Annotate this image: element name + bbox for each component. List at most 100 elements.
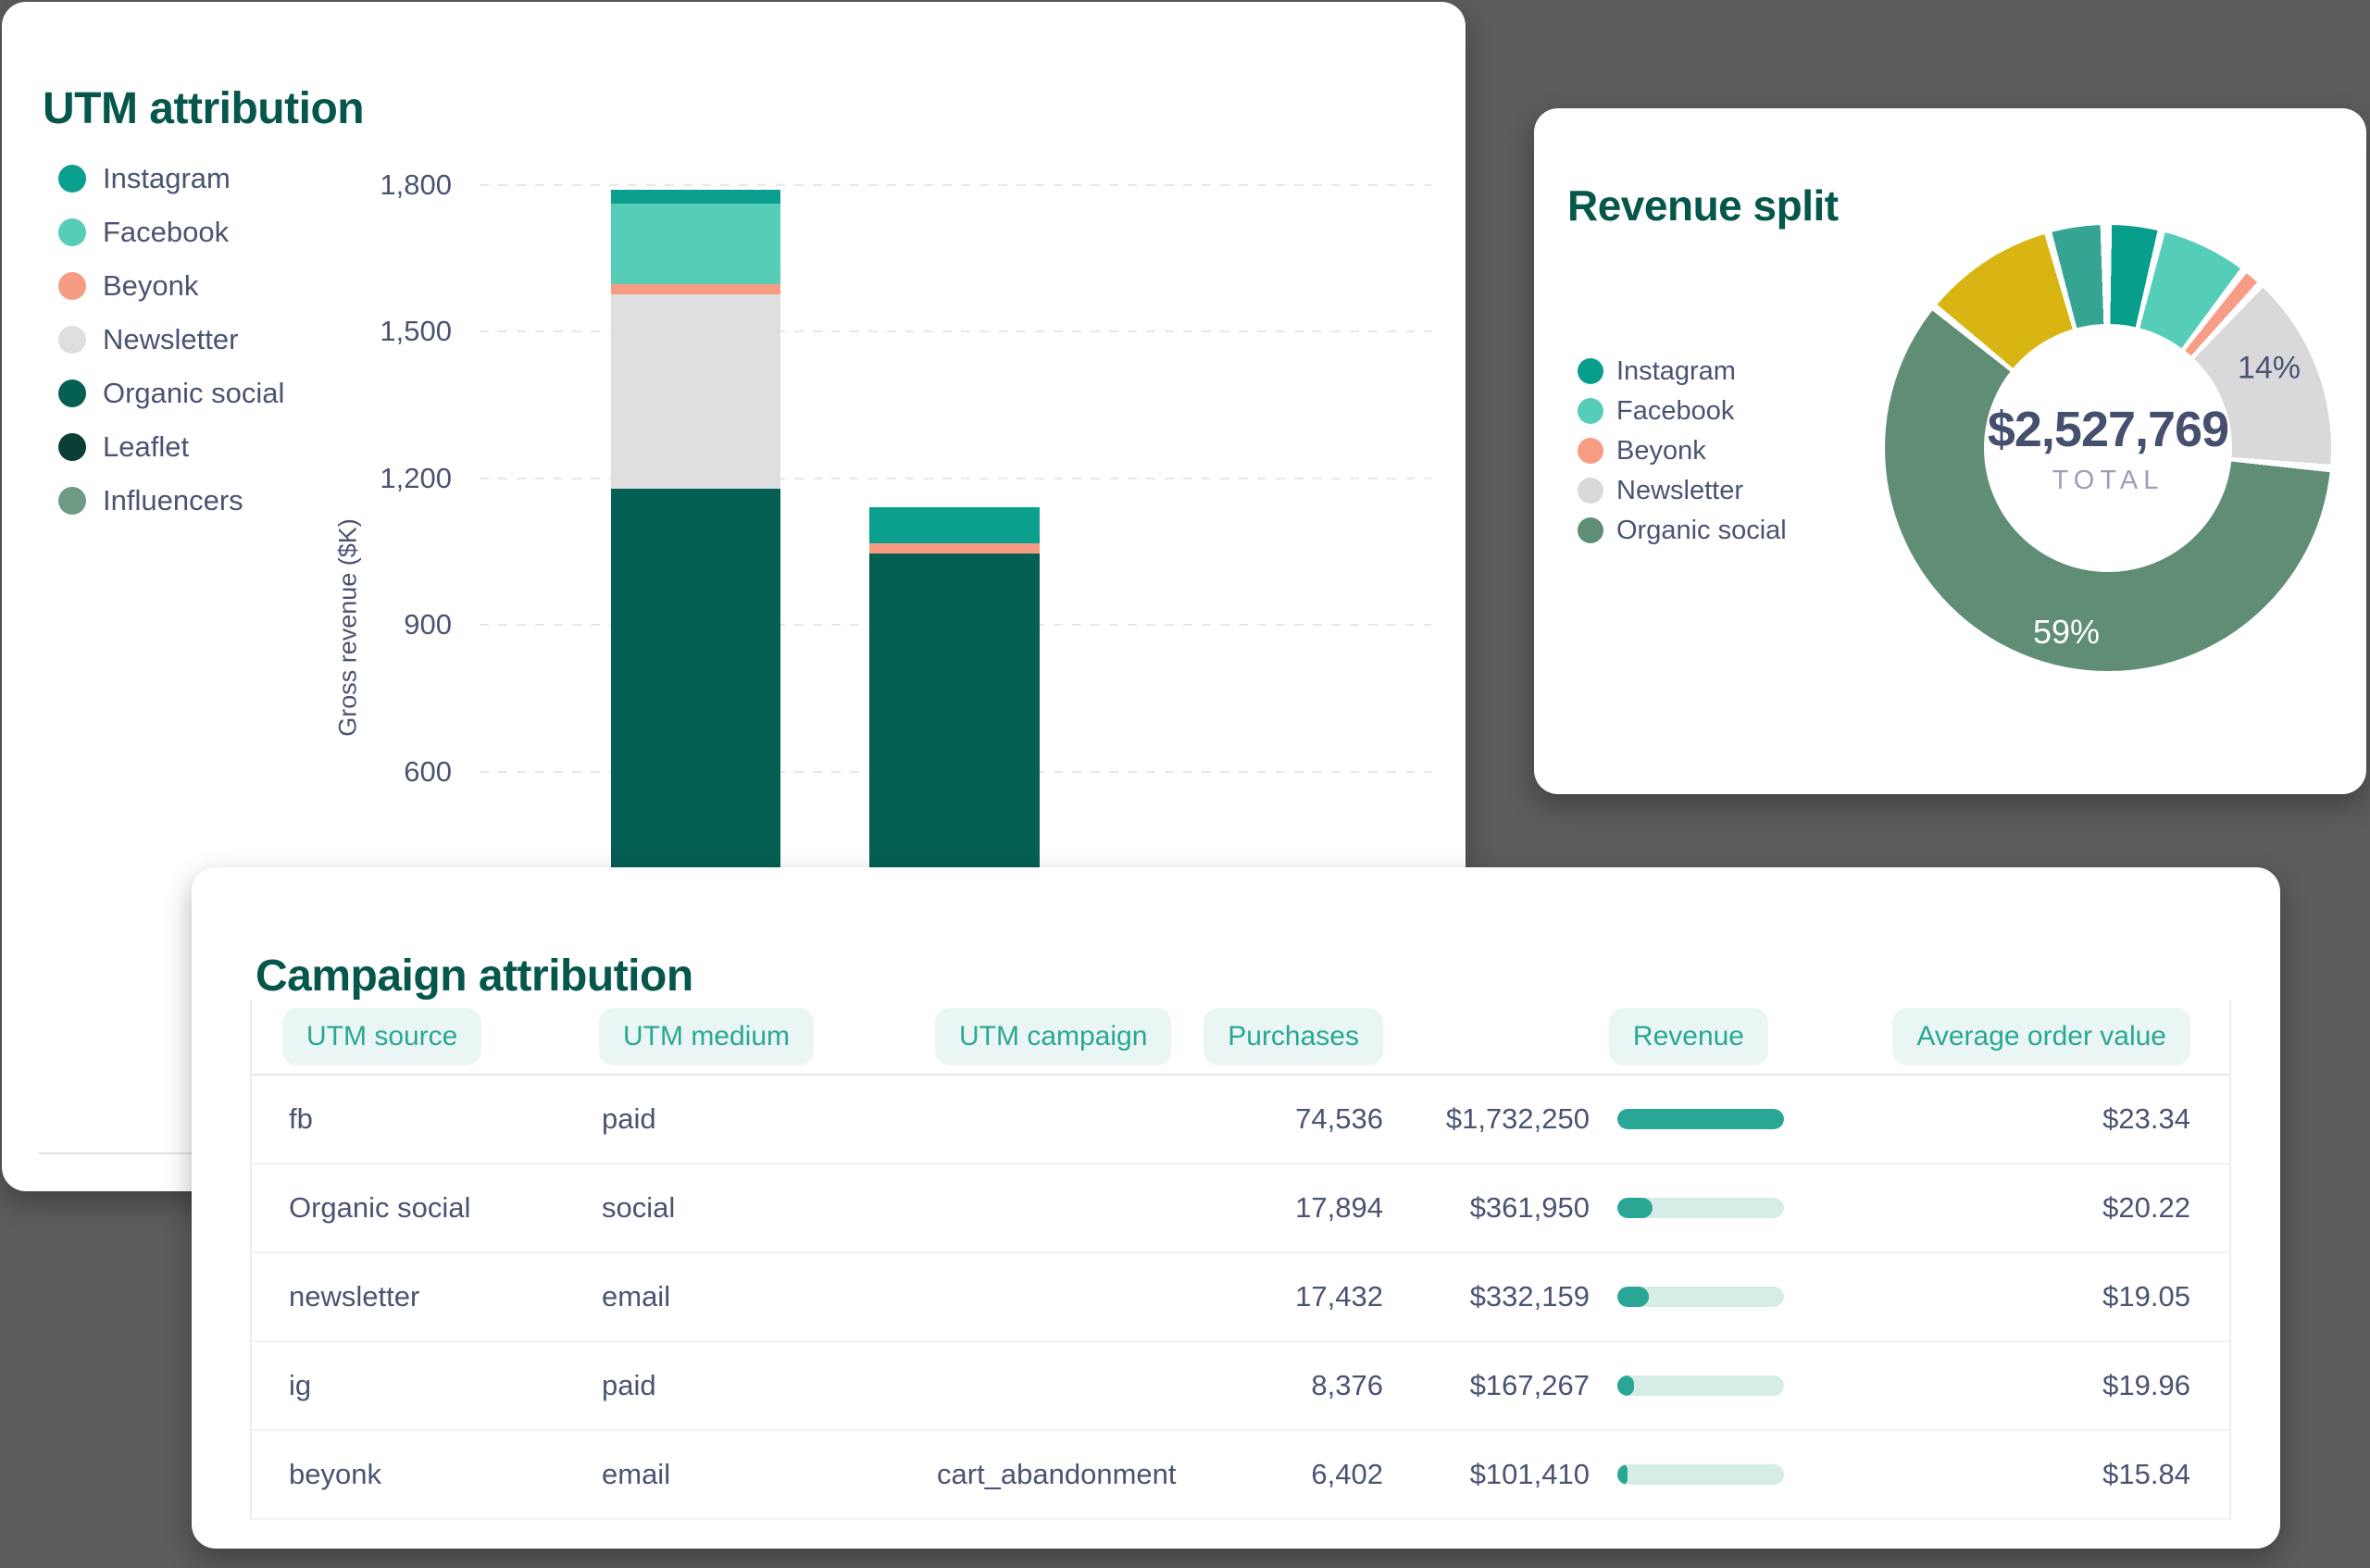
cell-revenue: $361,950 (1391, 1191, 1798, 1225)
legend-color-dot (1578, 358, 1603, 384)
legend-label: Leaflet (103, 430, 190, 463)
cell-average-order-value: $19.05 (2102, 1280, 2190, 1313)
cell-utm-medium: email (602, 1458, 671, 1490)
cell-average-order-value: $19.96 (2102, 1369, 2190, 1401)
cell-utm-medium: email (602, 1280, 671, 1313)
table-row: beyonk email cart_abandonment 6,402 $101… (252, 1431, 2229, 1520)
table-row: ig paid 8,376 $167,267 $19.96 (252, 1342, 2229, 1431)
gridline (480, 330, 1431, 332)
legend-item-leaflet[interactable]: Leaflet (58, 430, 284, 463)
campaign-attribution-title: Campaign attribution (256, 951, 693, 1001)
gridline (480, 478, 1431, 479)
campaign-table-body: fb paid 74,536 $1,732,250 $23.34 Organic… (252, 1076, 2229, 1520)
cell-utm-medium: paid (602, 1102, 656, 1135)
cell-purchases: 74,536 (1295, 1102, 1383, 1135)
column-header-utm-campaign: UTM campaign (935, 1008, 1172, 1065)
table-row: Organic social social 17,894 $361,950 $2… (252, 1164, 2229, 1253)
bar-segment-instagram[interactable] (869, 507, 1040, 543)
legend-label: Facebook (103, 216, 230, 248)
legend-item-influencers[interactable]: Influencers (58, 484, 284, 516)
column-header-utm-medium: UTM medium (599, 1008, 815, 1065)
legend-item-instagram[interactable]: Instagram (58, 162, 284, 194)
column-header-average-order-value: Average order value (1892, 1008, 2190, 1065)
bar-segment-instagram[interactable] (611, 189, 780, 204)
cell-utm-source: Organic social (289, 1191, 471, 1224)
cell-purchases: 17,432 (1295, 1280, 1383, 1313)
y-tick-label: 1,500 (380, 315, 452, 347)
legend-color-dot (58, 272, 86, 300)
legend-color-dot (58, 487, 86, 515)
utm-chart-legend: Instagram Facebook Beyonk Newsletter Organic… (58, 162, 285, 516)
legend-item-organic-social[interactable]: Organic social (1578, 515, 1787, 545)
cell-revenue: $1,732,250 (1391, 1102, 1798, 1136)
cell-average-order-value: $15.84 (2102, 1458, 2190, 1490)
revenue-value: $167,267 (1469, 1369, 1590, 1401)
cell-utm-source: fb (289, 1102, 313, 1135)
revenue-value: $101,410 (1469, 1458, 1590, 1490)
y-tick-label: 600 (404, 755, 452, 788)
cell-revenue: $101,410 (1391, 1458, 1798, 1491)
legend-label: Organic social (1616, 515, 1787, 545)
legend-item-newsletter[interactable]: Newsletter (58, 323, 284, 355)
legend-label: Beyonk (1616, 435, 1706, 466)
legend-label: Beyonk (103, 269, 199, 302)
revenue-progress-bar (1617, 1464, 1784, 1485)
legend-item-facebook[interactable]: Facebook (58, 216, 284, 248)
legend-label: Influencers (103, 484, 243, 516)
revenue-progress-fill (1617, 1375, 1634, 1396)
revenue-value: $1,732,250 (1445, 1102, 1590, 1135)
campaign-table-header: UTM source UTM medium UTM campaign Purch… (252, 1000, 2229, 1076)
legend-label: Newsletter (1616, 475, 1743, 505)
campaign-table: UTM source UTM medium UTM campaign Purch… (250, 1000, 2231, 1520)
donut-chart-legend: Instagram Facebook Beyonk Newsletter Organic… (1578, 356, 1787, 545)
legend-item-beyonk[interactable]: Beyonk (58, 269, 284, 302)
y-tick-label: 900 (404, 608, 452, 641)
cell-revenue: $167,267 (1391, 1369, 1798, 1402)
revenue-progress-bar (1617, 1198, 1784, 1218)
table-row: fb paid 74,536 $1,732,250 $23.34 (252, 1076, 2229, 1164)
bar-segment-facebook[interactable] (611, 203, 780, 284)
cell-purchases: 17,894 (1295, 1191, 1383, 1224)
donut-total-value: $2,527,769 (1987, 401, 2229, 457)
revenue-value: $332,159 (1469, 1280, 1590, 1313)
cell-average-order-value: $23.34 (2102, 1102, 2190, 1135)
cell-revenue: $332,159 (1391, 1280, 1798, 1313)
cell-utm-campaign: cart_abandonment (937, 1458, 1177, 1490)
revenue-progress-fill (1617, 1464, 1628, 1485)
gridline (480, 184, 1431, 186)
legend-label: Organic social (103, 377, 285, 409)
donut-center: $2,527,769 TOTAL (1984, 324, 2232, 572)
bar-segment-newsletter[interactable] (611, 293, 780, 490)
legend-item-organic-social[interactable]: Organic social (58, 377, 285, 409)
cell-average-order-value: $20.22 (2102, 1191, 2190, 1224)
legend-color-dot (58, 380, 86, 407)
donut-slice-label-newsletter: 14% (2237, 350, 2301, 386)
column-header-purchases: Purchases (1204, 1008, 1383, 1065)
revenue-progress-bar (1617, 1109, 1784, 1129)
bar-segment-beyonk[interactable] (611, 283, 780, 294)
legend-label: Newsletter (103, 323, 239, 355)
donut-chart[interactable]: $2,527,769 TOTAL (1885, 225, 2331, 671)
legend-item-instagram[interactable]: Instagram (1578, 356, 1787, 386)
bar-segment-beyonk[interactable] (869, 542, 1040, 554)
cell-utm-source: newsletter (289, 1280, 420, 1313)
y-tick-label: 1,200 (380, 462, 452, 494)
revenue-value: $361,950 (1469, 1191, 1590, 1224)
revenue-progress-bar (1617, 1287, 1784, 1307)
campaign-attribution-card: Campaign attribution UTM source UTM medi… (192, 867, 2280, 1549)
y-tick-label: 1,800 (380, 168, 452, 201)
legend-color-dot (1578, 438, 1603, 464)
legend-color-dot (1578, 478, 1603, 504)
cell-utm-medium: social (602, 1191, 676, 1224)
revenue-split-title: Revenue split (1567, 181, 1839, 230)
revenue-progress-fill (1617, 1198, 1653, 1218)
legend-color-dot (58, 433, 86, 461)
revenue-progress-fill (1617, 1287, 1650, 1307)
utm-attribution-title: UTM attribution (43, 83, 365, 133)
legend-item-beyonk[interactable]: Beyonk (1578, 435, 1787, 466)
cell-utm-medium: paid (602, 1369, 656, 1401)
legend-item-newsletter[interactable]: Newsletter (1578, 475, 1787, 505)
legend-item-facebook[interactable]: Facebook (1578, 396, 1787, 426)
cell-utm-source: beyonk (289, 1458, 381, 1490)
